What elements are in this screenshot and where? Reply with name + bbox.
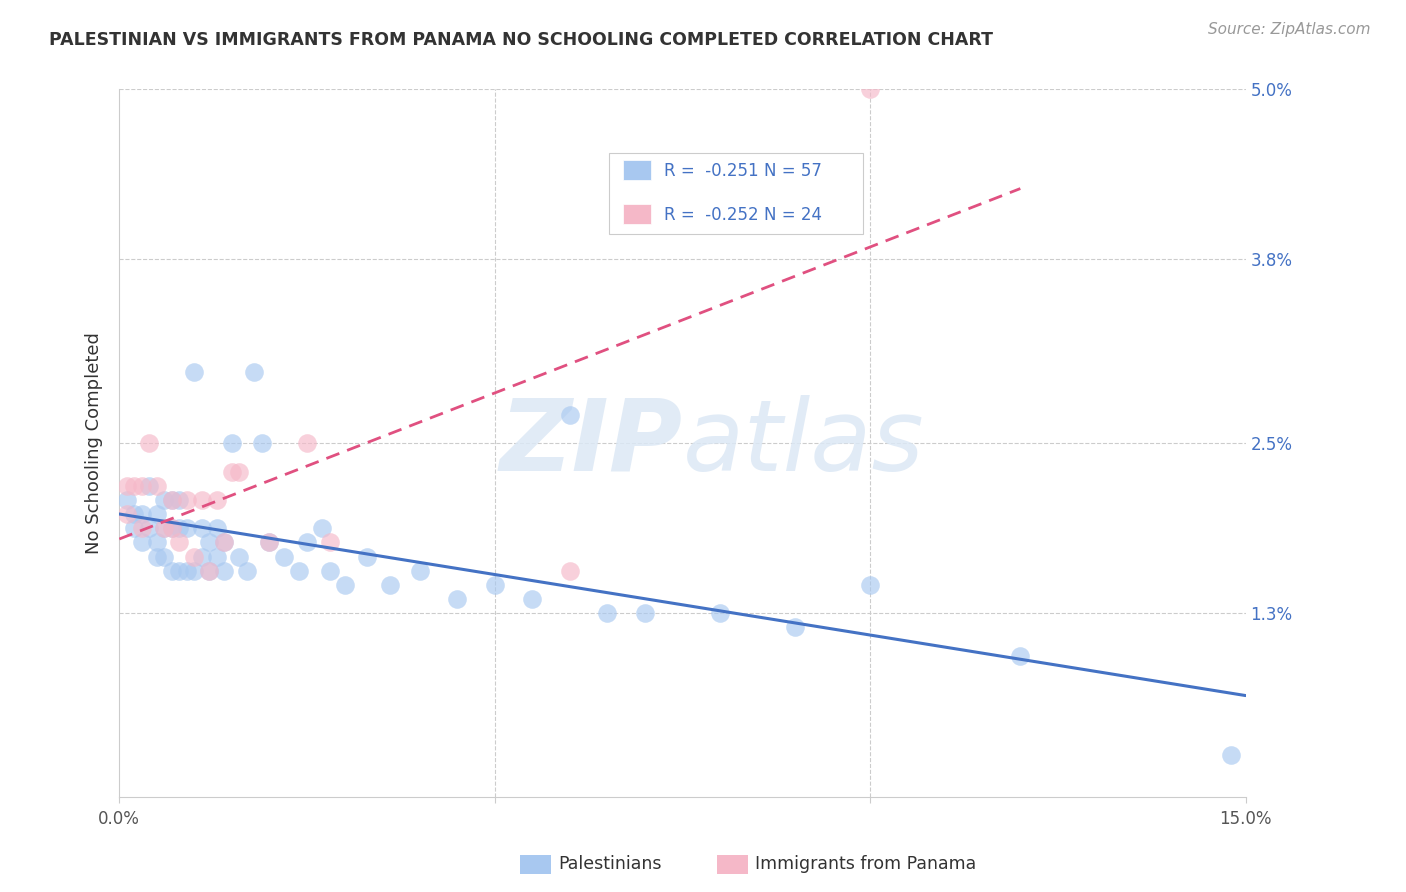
FancyBboxPatch shape — [609, 153, 863, 235]
Point — [160, 492, 183, 507]
Point — [183, 549, 205, 564]
Point — [115, 492, 138, 507]
Text: N = 57: N = 57 — [763, 161, 821, 179]
Point — [115, 478, 138, 492]
Point — [160, 521, 183, 535]
Point — [221, 436, 243, 450]
Point — [378, 578, 401, 592]
Point — [176, 492, 198, 507]
Point — [124, 478, 146, 492]
Point — [205, 492, 228, 507]
Point — [259, 535, 281, 549]
Point — [273, 549, 295, 564]
Point — [356, 549, 378, 564]
Point — [153, 521, 176, 535]
Point — [169, 564, 191, 578]
Bar — [623, 160, 651, 179]
Point — [295, 436, 318, 450]
Point — [709, 606, 731, 620]
Point — [153, 492, 176, 507]
Point — [318, 535, 340, 549]
Point — [250, 436, 273, 450]
Text: atlas: atlas — [682, 394, 924, 491]
Point — [243, 365, 266, 379]
Text: Source: ZipAtlas.com: Source: ZipAtlas.com — [1208, 22, 1371, 37]
Point — [408, 564, 430, 578]
Point — [160, 492, 183, 507]
Point — [169, 492, 191, 507]
Point — [160, 564, 183, 578]
Point — [115, 507, 138, 521]
Point — [146, 507, 169, 521]
Point — [176, 564, 198, 578]
Text: PALESTINIAN VS IMMIGRANTS FROM PANAMA NO SCHOOLING COMPLETED CORRELATION CHART: PALESTINIAN VS IMMIGRANTS FROM PANAMA NO… — [49, 31, 993, 49]
Point — [214, 535, 236, 549]
Point — [288, 564, 311, 578]
Text: ZIP: ZIP — [499, 394, 682, 491]
Point — [214, 535, 236, 549]
Point — [1219, 747, 1241, 762]
Point — [146, 478, 169, 492]
Point — [859, 82, 882, 96]
Text: R =  -0.251: R = -0.251 — [665, 161, 759, 179]
Point — [596, 606, 619, 620]
Point — [138, 436, 160, 450]
Point — [783, 620, 806, 634]
Text: Immigrants from Panama: Immigrants from Panama — [755, 855, 976, 873]
Point — [138, 521, 160, 535]
Point — [176, 521, 198, 535]
Text: Palestinians: Palestinians — [558, 855, 662, 873]
Point — [131, 521, 153, 535]
Point — [228, 465, 250, 479]
Text: N = 24: N = 24 — [763, 206, 821, 224]
Point — [198, 564, 221, 578]
Point — [484, 578, 506, 592]
Point — [198, 535, 221, 549]
Point — [183, 564, 205, 578]
Point — [558, 564, 581, 578]
Point — [1010, 648, 1032, 663]
Point — [859, 578, 882, 592]
Point — [124, 521, 146, 535]
Point — [183, 365, 205, 379]
Point — [311, 521, 333, 535]
Point — [153, 521, 176, 535]
Text: R =  -0.252: R = -0.252 — [665, 206, 759, 224]
Point — [191, 549, 214, 564]
Point — [146, 535, 169, 549]
Point — [131, 507, 153, 521]
Point — [228, 549, 250, 564]
Point — [205, 549, 228, 564]
Point — [169, 535, 191, 549]
Point — [124, 507, 146, 521]
Point — [236, 564, 259, 578]
Point — [205, 521, 228, 535]
Point — [295, 535, 318, 549]
Point — [169, 521, 191, 535]
Point — [558, 408, 581, 422]
Point — [138, 478, 160, 492]
Point — [333, 578, 356, 592]
Point — [131, 478, 153, 492]
Point — [259, 535, 281, 549]
Point — [160, 521, 183, 535]
Point — [191, 521, 214, 535]
Point — [198, 564, 221, 578]
Point — [191, 492, 214, 507]
Point — [221, 465, 243, 479]
Point — [214, 564, 236, 578]
Bar — [623, 204, 651, 224]
Point — [153, 549, 176, 564]
Y-axis label: No Schooling Completed: No Schooling Completed — [86, 332, 103, 554]
Point — [146, 549, 169, 564]
Point — [522, 592, 544, 607]
Point — [446, 592, 468, 607]
Point — [318, 564, 340, 578]
Point — [131, 535, 153, 549]
Point — [634, 606, 657, 620]
